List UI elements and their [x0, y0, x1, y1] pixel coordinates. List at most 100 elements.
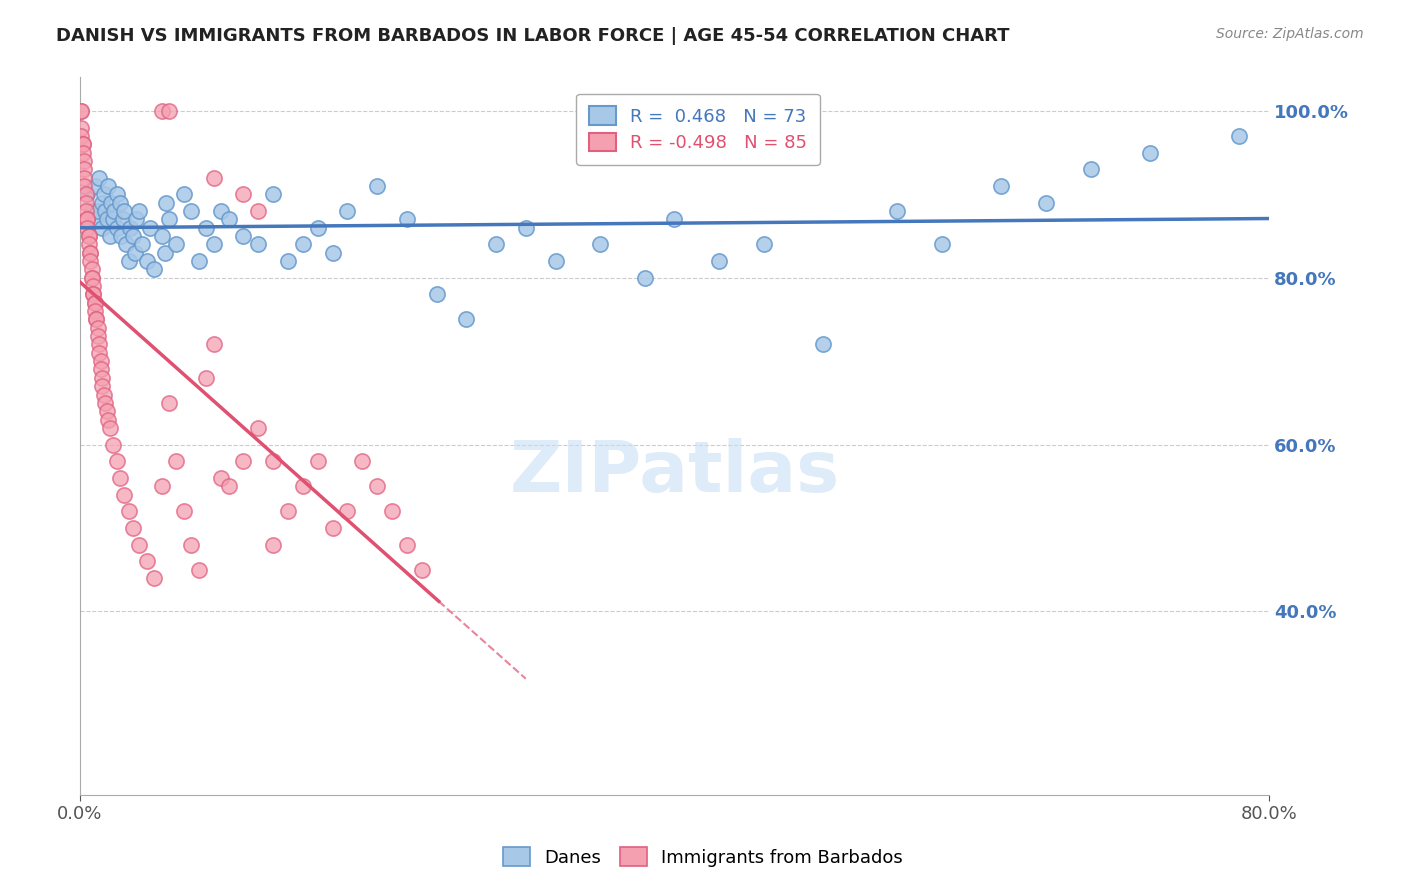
Point — [811, 337, 834, 351]
Point — [173, 187, 195, 202]
Point — [135, 554, 157, 568]
Point — [1080, 162, 1102, 177]
Point — [94, 396, 117, 410]
Point — [89, 337, 111, 351]
Point — [108, 195, 131, 210]
Point — [120, 220, 142, 235]
Point — [143, 262, 166, 277]
Point — [262, 538, 284, 552]
Point — [108, 471, 131, 485]
Point — [707, 254, 730, 268]
Point — [111, 212, 134, 227]
Point — [247, 421, 270, 435]
Point — [89, 170, 111, 185]
Point — [105, 454, 128, 468]
Point — [366, 178, 388, 193]
Point — [91, 379, 114, 393]
Point — [187, 563, 209, 577]
Point — [131, 237, 153, 252]
Text: Source: ZipAtlas.com: Source: ZipAtlas.com — [1216, 27, 1364, 41]
Point — [76, 212, 98, 227]
Point — [70, 120, 93, 135]
Point — [135, 254, 157, 268]
Point — [277, 504, 299, 518]
Legend: Danes, Immigrants from Barbados: Danes, Immigrants from Barbados — [496, 840, 910, 874]
Point — [664, 212, 686, 227]
Point — [307, 220, 329, 235]
Point — [79, 245, 101, 260]
Point — [70, 103, 93, 118]
Point — [232, 187, 254, 202]
Point — [90, 362, 112, 376]
Point — [98, 229, 121, 244]
Point — [75, 195, 97, 210]
Point — [247, 203, 270, 218]
Point — [96, 212, 118, 227]
Point — [122, 521, 145, 535]
Point — [83, 212, 105, 227]
Point — [209, 203, 232, 218]
Point — [366, 479, 388, 493]
Point — [247, 237, 270, 252]
Point — [157, 396, 180, 410]
Point — [485, 237, 508, 252]
Point — [122, 229, 145, 244]
Point — [76, 220, 98, 235]
Text: ZIPatlas: ZIPatlas — [509, 438, 839, 507]
Point — [70, 103, 93, 118]
Point — [277, 254, 299, 268]
Point — [395, 212, 418, 227]
Point — [86, 203, 108, 218]
Point — [94, 203, 117, 218]
Point — [352, 454, 374, 468]
Point — [86, 329, 108, 343]
Point — [180, 203, 202, 218]
Point — [195, 220, 218, 235]
Point — [202, 337, 225, 351]
Point — [195, 371, 218, 385]
Point — [83, 304, 105, 318]
Point — [218, 212, 240, 227]
Point — [83, 295, 105, 310]
Point — [82, 279, 104, 293]
Point — [155, 195, 177, 210]
Point — [262, 187, 284, 202]
Point — [93, 387, 115, 401]
Point — [125, 212, 148, 227]
Point — [101, 212, 124, 227]
Point — [187, 254, 209, 268]
Point — [91, 220, 114, 235]
Point — [77, 229, 100, 244]
Point — [202, 237, 225, 252]
Point — [84, 312, 107, 326]
Point — [76, 212, 98, 227]
Point — [80, 262, 103, 277]
Point — [110, 229, 132, 244]
Point — [96, 404, 118, 418]
Point — [1139, 145, 1161, 160]
Point — [307, 454, 329, 468]
Point — [77, 237, 100, 252]
Point — [83, 295, 105, 310]
Point — [322, 521, 344, 535]
Point — [73, 153, 96, 168]
Point — [634, 270, 657, 285]
Point — [124, 245, 146, 260]
Point — [322, 245, 344, 260]
Point — [114, 488, 136, 502]
Point — [75, 203, 97, 218]
Point — [82, 287, 104, 301]
Point — [1227, 128, 1250, 143]
Point — [931, 237, 953, 252]
Text: DANISH VS IMMIGRANTS FROM BARBADOS IN LABOR FORCE | AGE 45-54 CORRELATION CHART: DANISH VS IMMIGRANTS FROM BARBADOS IN LA… — [56, 27, 1010, 45]
Point — [86, 320, 108, 334]
Point — [990, 178, 1012, 193]
Point — [83, 178, 105, 193]
Point — [77, 229, 100, 244]
Point — [98, 421, 121, 435]
Point — [411, 563, 433, 577]
Point — [150, 479, 173, 493]
Point — [80, 270, 103, 285]
Point — [93, 187, 115, 202]
Point — [103, 203, 125, 218]
